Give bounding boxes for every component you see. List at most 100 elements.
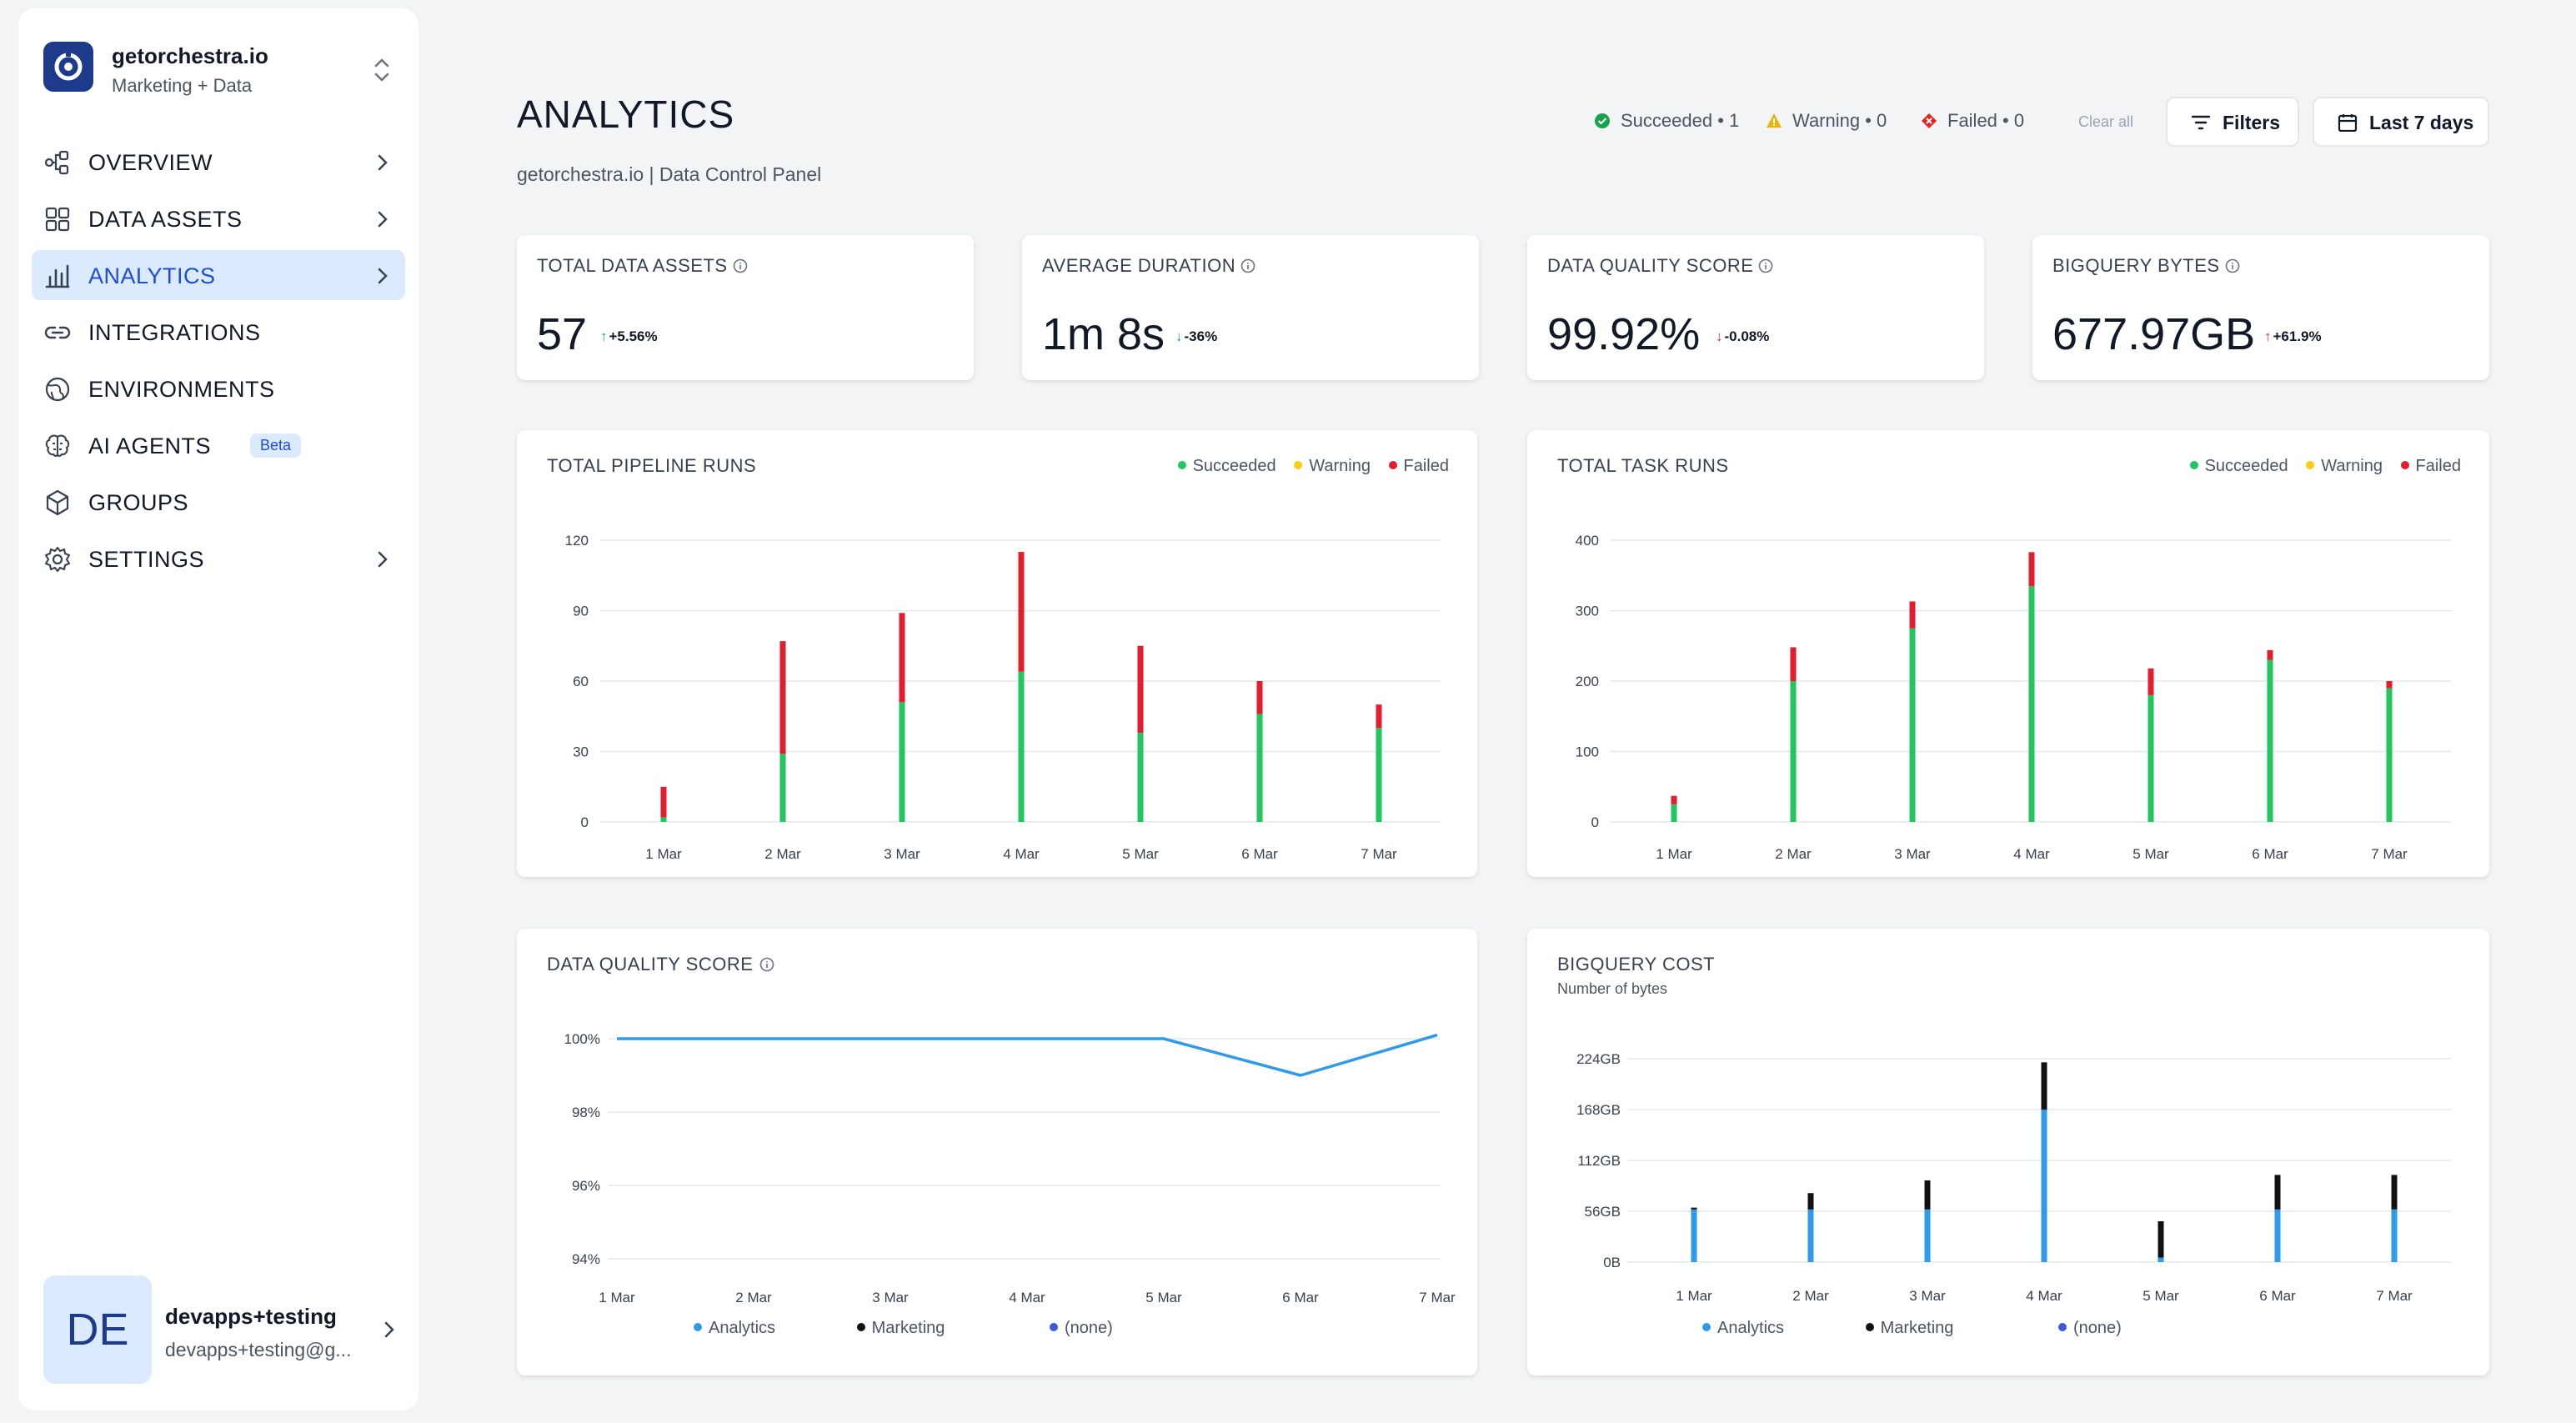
status-warning-label: Warning • 0 xyxy=(1792,110,1887,131)
bar-segment-failed[interactable] xyxy=(1909,601,1916,629)
bar-segment-succeeded[interactable] xyxy=(2386,688,2393,822)
legend-item: Analytics xyxy=(1702,1319,1784,1338)
bar-segment-succeeded[interactable] xyxy=(2148,694,2154,822)
bar-segment-marketing[interactable] xyxy=(1691,1207,1697,1210)
kpi-delta: ↓ -0.08% xyxy=(1716,328,1770,344)
bar-segment-failed[interactable] xyxy=(1256,681,1263,714)
bar-segment-failed[interactable] xyxy=(2386,681,2393,689)
failed-diamond-icon xyxy=(1922,113,1937,128)
x-tick-label: 6 Mar xyxy=(1282,1290,1319,1305)
y-tick-label: 98% xyxy=(572,1105,600,1120)
bar-segment-failed[interactable] xyxy=(2148,668,2154,695)
bar-segment-succeeded[interactable] xyxy=(1137,732,1144,822)
info-icon[interactable] xyxy=(759,957,774,972)
sidebar-item-groups[interactable]: GROUPS xyxy=(32,477,405,527)
bar-segment-analytics[interactable] xyxy=(1691,1209,1697,1262)
bar-segment-marketing[interactable] xyxy=(1924,1180,1931,1210)
bar-segment-succeeded[interactable] xyxy=(779,754,786,822)
x-tick-label: 7 Mar xyxy=(2376,1288,2413,1304)
status-failed-label: Failed • 0 xyxy=(1947,110,2025,131)
info-icon[interactable] xyxy=(1240,258,1255,273)
bar-segment-failed[interactable] xyxy=(1671,795,1677,804)
y-tick-label: 224GB xyxy=(1576,1051,1621,1067)
bar-segment-analytics[interactable] xyxy=(2041,1110,2047,1262)
sidebar-item-ai-agents[interactable]: AI AGENTS Beta xyxy=(32,420,405,470)
task-runs-chart: 0 100 200 300 400 1 Mar 2 Mar 3 Mar 4 Mar 5 Mar 6 … xyxy=(1576,533,2451,862)
info-icon[interactable] xyxy=(1758,258,1773,273)
gear-icon xyxy=(44,546,71,573)
bar-segment-succeeded[interactable] xyxy=(1376,728,1382,822)
legend-item: Warning xyxy=(1294,457,1371,476)
bar-segment-analytics[interactable] xyxy=(2158,1257,2164,1262)
bar-segment-failed[interactable] xyxy=(1018,552,1025,672)
bar-segment-analytics[interactable] xyxy=(2391,1209,2398,1262)
page-title: ANALYTICS xyxy=(517,93,735,136)
bar-segment-failed[interactable] xyxy=(1137,645,1144,733)
bar-segment-failed[interactable] xyxy=(2028,552,2035,586)
clear-all-button[interactable]: Clear all xyxy=(2078,113,2134,130)
bar-segment-succeeded[interactable] xyxy=(1018,671,1025,822)
info-icon[interactable] xyxy=(2225,258,2240,273)
user-menu[interactable]: DE devapps+testing devapps+testing@g... xyxy=(43,1275,402,1384)
sidebar-item-analytics[interactable]: ANALYTICS xyxy=(32,250,405,300)
x-tick-label: 3 Mar xyxy=(872,1290,909,1305)
arrow-up-icon: ↑ xyxy=(2264,328,2272,344)
sidebar-item-environments[interactable]: ENVIRONMENTS xyxy=(32,363,405,413)
date-range-button[interactable]: Last 7 days xyxy=(2313,97,2489,147)
x-tick-label: 2 Mar xyxy=(735,1290,772,1305)
chevron-right-icon xyxy=(378,211,388,228)
x-tick-label: 4 Mar xyxy=(2026,1288,2062,1304)
bar-segment-succeeded[interactable] xyxy=(1909,628,1916,822)
chevron-up-down-icon[interactable] xyxy=(370,55,393,85)
info-icon[interactable] xyxy=(733,258,748,273)
bar-segment-failed[interactable] xyxy=(660,786,667,818)
bar-segment-succeeded[interactable] xyxy=(1256,714,1263,822)
legend-item: Marketing xyxy=(856,1319,945,1338)
bar-segment-succeeded[interactable] xyxy=(899,702,905,822)
bar-segment-succeeded[interactable] xyxy=(2028,585,2035,822)
sidebar-item-data-assets[interactable]: DATA ASSETS xyxy=(32,193,405,243)
sidebar-item-settings[interactable]: SETTINGS xyxy=(32,534,405,584)
bar-segment-failed[interactable] xyxy=(1790,647,1797,681)
bar-segment-analytics[interactable] xyxy=(2274,1209,2281,1262)
bar-segment-succeeded[interactable] xyxy=(1790,681,1797,822)
x-tick-label: 2 Mar xyxy=(1792,1288,1829,1304)
line-series-analytics[interactable] xyxy=(617,1033,1438,1077)
bar-segment-succeeded[interactable] xyxy=(2267,659,2273,822)
legend-item: (none) xyxy=(1049,1319,1113,1338)
kpi-label: AVERAGE DURATION xyxy=(1042,255,1255,277)
bar-segment-failed[interactable] xyxy=(2267,649,2273,660)
legend-item: Succeeded xyxy=(2189,457,2288,476)
bar-segment-marketing[interactable] xyxy=(2274,1175,2281,1210)
date-range-label: Last 7 days xyxy=(2369,112,2474,133)
bar-segment-marketing[interactable] xyxy=(2391,1175,2398,1210)
x-tick-label: 4 Mar xyxy=(1003,846,1040,862)
bar-segment-analytics[interactable] xyxy=(1924,1209,1931,1262)
kpi-label: DATA QUALITY SCORE xyxy=(1547,255,1773,277)
bar-segment-failed[interactable] xyxy=(899,613,905,703)
bar-segment-succeeded[interactable] xyxy=(660,817,667,822)
workflow-icon xyxy=(44,150,69,175)
x-tick-label: 3 Mar xyxy=(1909,1288,1946,1304)
bar-segment-marketing[interactable] xyxy=(2158,1220,2164,1258)
x-tick-label: 1 Mar xyxy=(599,1290,635,1305)
workspace-switcher[interactable]: getorchestra.io Marketing + Data xyxy=(43,37,393,103)
bar-segment-failed[interactable] xyxy=(779,641,786,754)
kpi-delta: ↑ +5.56% xyxy=(600,328,658,344)
filters-button[interactable]: Filters xyxy=(2166,97,2299,147)
warning-triangle-icon xyxy=(1767,113,1782,128)
sidebar-item-overview[interactable]: OVERVIEW xyxy=(32,137,405,187)
bar-segment-marketing[interactable] xyxy=(2041,1062,2047,1110)
bar-segment-marketing[interactable] xyxy=(1807,1193,1814,1210)
legend-item: Failed xyxy=(2400,457,2461,476)
sidebar-item-label: ANALYTICS xyxy=(88,263,216,288)
status-succeeded-label: Succeeded • 1 xyxy=(1621,110,1740,131)
y-tick-label: 0B xyxy=(1603,1255,1621,1270)
bar-segment-analytics[interactable] xyxy=(1807,1209,1814,1262)
bigquery-cost-card: BIGQUERY COST Number of bytes 0B 56GB 112G… xyxy=(1527,929,2489,1375)
x-tick-label: 7 Mar xyxy=(2371,846,2408,862)
bar-segment-failed[interactable] xyxy=(1376,704,1382,729)
bar-segment-succeeded[interactable] xyxy=(1671,804,1677,822)
x-tick-label: 5 Mar xyxy=(2132,846,2169,862)
sidebar-item-integrations[interactable]: INTEGRATIONS xyxy=(32,307,405,357)
